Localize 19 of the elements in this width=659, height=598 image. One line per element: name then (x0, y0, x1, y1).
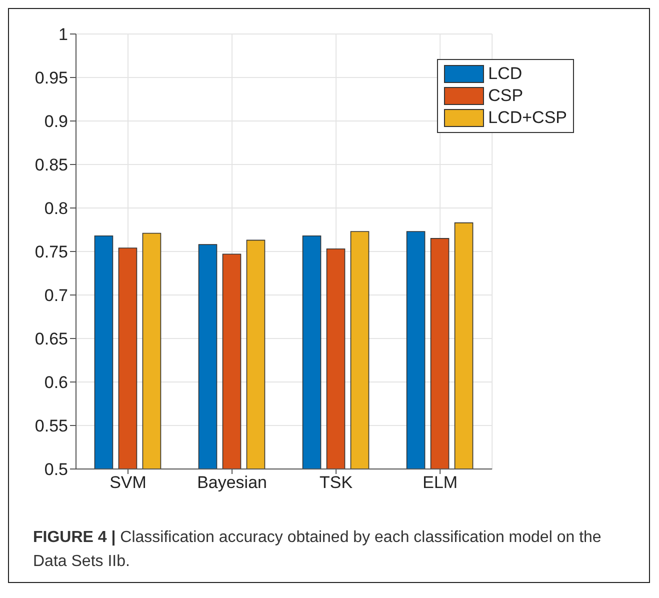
x-tick-label: TSK (320, 473, 354, 492)
y-tick-label: 0.65 (34, 330, 68, 349)
y-tick-label: 0.6 (44, 373, 68, 392)
legend-label: LCD (488, 63, 522, 85)
x-tick-label: ELM (422, 473, 458, 492)
y-tick-label: 0.8 (44, 199, 68, 218)
y-tick-label: 0.7 (44, 286, 68, 306)
legend-label: LCD+CSP (488, 107, 567, 129)
y-tick-label: 0.85 (34, 156, 68, 175)
legend-label: CSP (488, 85, 524, 107)
x-tick-label: Bayesian (197, 473, 268, 492)
y-tick-label: 0.95 (34, 68, 68, 88)
y-tick-label: 0.55 (34, 416, 68, 436)
x-tick-label: SVM (110, 473, 146, 492)
y-tick-label: 0.5 (44, 460, 68, 480)
y-tick-label: 0.75 (34, 242, 68, 262)
caption: FIGURE 4 | Classification accuracy obtained by each classification model on the Data Sets IIb. (33, 529, 602, 570)
y-tick-label: 1 (58, 25, 68, 44)
y-tick-label: 0.9 (44, 112, 68, 132)
